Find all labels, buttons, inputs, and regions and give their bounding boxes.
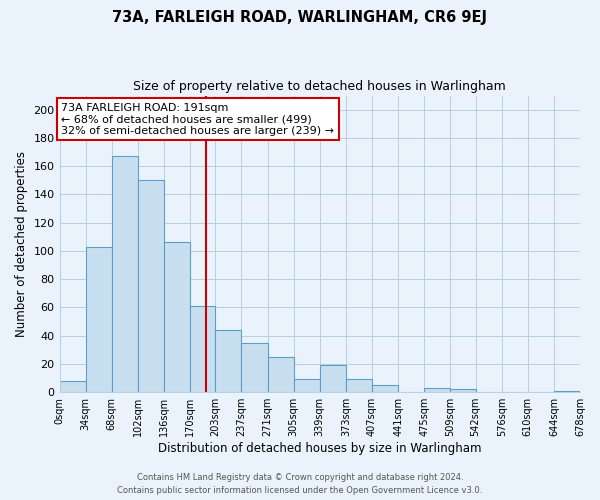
- Bar: [320, 366, 346, 392]
- X-axis label: Distribution of detached houses by size in Warlingham: Distribution of detached houses by size …: [158, 442, 482, 455]
- Bar: [112, 156, 138, 392]
- Bar: [241, 343, 268, 392]
- Bar: [164, 242, 190, 392]
- Bar: [86, 246, 112, 392]
- Title: Size of property relative to detached houses in Warlingham: Size of property relative to detached ho…: [133, 80, 506, 93]
- Bar: [424, 388, 450, 392]
- Bar: [372, 385, 398, 392]
- Bar: [215, 330, 241, 392]
- Bar: [190, 306, 215, 392]
- Bar: [138, 180, 164, 392]
- Bar: [554, 391, 580, 392]
- Text: 73A FARLEIGH ROAD: 191sqm
← 68% of detached houses are smaller (499)
32% of semi: 73A FARLEIGH ROAD: 191sqm ← 68% of detac…: [61, 102, 334, 136]
- Bar: [450, 390, 476, 392]
- Bar: [59, 381, 86, 392]
- Text: Contains HM Land Registry data © Crown copyright and database right 2024.
Contai: Contains HM Land Registry data © Crown c…: [118, 474, 482, 495]
- Y-axis label: Number of detached properties: Number of detached properties: [15, 151, 28, 337]
- Bar: [268, 357, 293, 392]
- Bar: [346, 380, 372, 392]
- Bar: [293, 380, 320, 392]
- Text: 73A, FARLEIGH ROAD, WARLINGHAM, CR6 9EJ: 73A, FARLEIGH ROAD, WARLINGHAM, CR6 9EJ: [113, 10, 487, 25]
